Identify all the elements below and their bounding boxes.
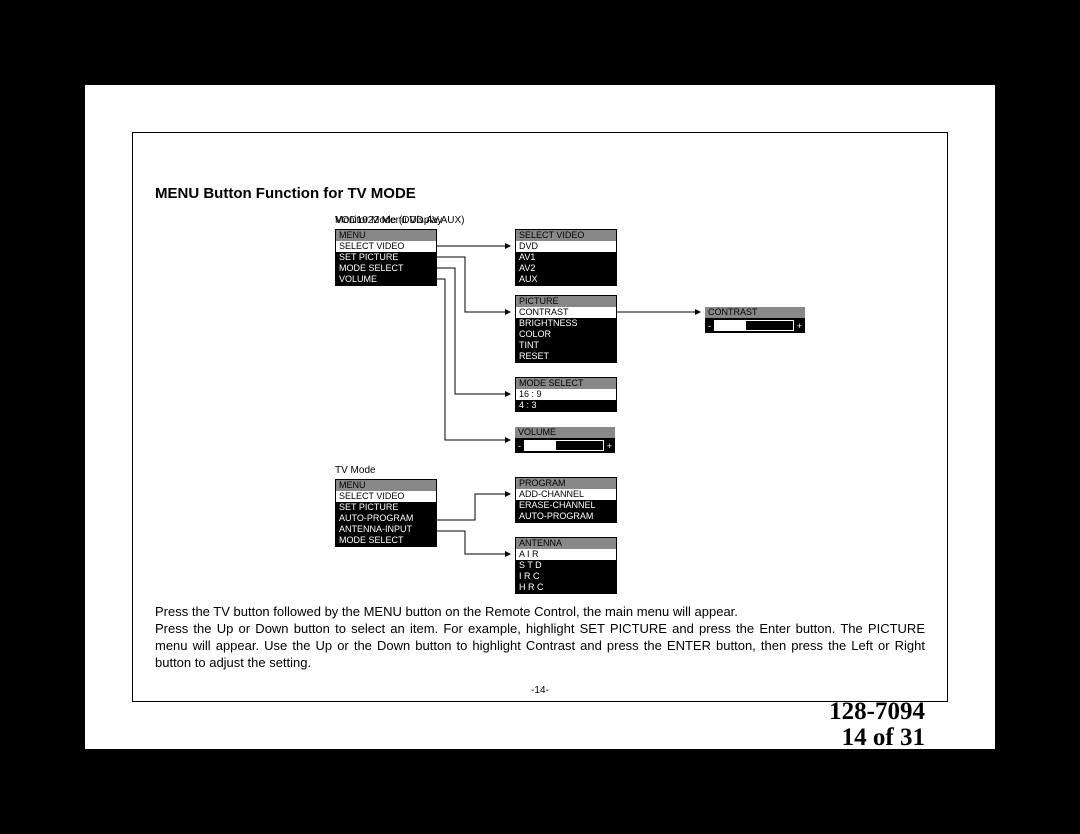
menu-item: AV1 — [516, 252, 616, 263]
menu-item: RESET — [516, 351, 616, 362]
menu-item: AV2 — [516, 263, 616, 274]
minus-label: - — [518, 441, 521, 451]
menu-item: VOLUME — [336, 274, 436, 285]
menu-header: SELECT VIDEO — [516, 230, 616, 241]
menu-diagram: Monitor Mode (DVD,AV,AUX) VOD1022 Menu D… — [335, 215, 885, 603]
menu-item: SELECT VIDEO — [336, 241, 436, 252]
menu-item: MODE SELECT — [336, 535, 436, 546]
menu-antenna: ANTENNAA I RS T DI R CH R C — [515, 537, 617, 594]
caption-tvmode: TV Mode — [335, 465, 376, 476]
slider-title: VOLUME — [515, 427, 615, 438]
menu-header: PROGRAM — [516, 478, 616, 489]
menu-item: CONTRAST — [516, 307, 616, 318]
menu-item: A I R — [516, 549, 616, 560]
menu-picture: PICTURECONTRASTBRIGHTNESSCOLORTINTRESET — [515, 295, 617, 363]
menu-item: H R C — [516, 582, 616, 593]
slider-row: -+ — [515, 438, 615, 453]
menu-item: AUX — [516, 274, 616, 285]
menu-item: 4 : 3 — [516, 400, 616, 411]
page-number-inner: -14- — [85, 685, 995, 696]
minus-label: - — [708, 321, 711, 331]
page: MENU Button Function for TV MODE Monitor… — [85, 85, 995, 749]
doc-id-number: 128-7094 — [829, 699, 925, 725]
menu-item: S T D — [516, 560, 616, 571]
menu-tv: MENUSELECT VIDEOSET PICTUREAUTO-PROGRAMA… — [335, 479, 437, 547]
plus-label: + — [797, 321, 802, 331]
slider-volume: VOLUME-+ — [515, 427, 615, 453]
menu-header: PICTURE — [516, 296, 616, 307]
menu-item: ANTENNA-INPUT — [336, 524, 436, 535]
menu-item: MODE SELECT — [336, 263, 436, 274]
menu-item: SET PICTURE — [336, 252, 436, 263]
body-text: Press the TV button followed by the MENU… — [155, 603, 925, 671]
plus-label: + — [607, 441, 612, 451]
menu-item: I R C — [516, 571, 616, 582]
menu-header: MENU — [336, 230, 436, 241]
menu-item: ERASE-CHANNEL — [516, 500, 616, 511]
menu-header: MENU — [336, 480, 436, 491]
menu-mode-select: MODE SELECT16 : 9 4 : 3 — [515, 377, 617, 412]
slider-contrast: CONTRAST-+ — [705, 307, 805, 333]
doc-id-page: 14 of 31 — [829, 725, 925, 751]
slider-row: -+ — [705, 318, 805, 333]
menu-item: SELECT VIDEO — [336, 491, 436, 502]
menu-item: COLOR — [516, 329, 616, 340]
menu-main: MENUSELECT VIDEOSET PICTUREMODE SELECTVO… — [335, 229, 437, 286]
section-title: MENU Button Function for TV MODE — [155, 185, 925, 202]
menu-header: ANTENNA — [516, 538, 616, 549]
menu-program: PROGRAMADD-CHANNELERASE-CHANNELAUTO-PROG… — [515, 477, 617, 523]
slider-title: CONTRAST — [705, 307, 805, 318]
slider-track — [524, 440, 604, 451]
menu-item: DVD — [516, 241, 616, 252]
menu-select-video: SELECT VIDEODVDAV1AV2AUX — [515, 229, 617, 286]
menu-header: MODE SELECT — [516, 378, 616, 389]
slider-fill — [715, 321, 746, 330]
menu-item: TINT — [516, 340, 616, 351]
menu-item: SET PICTURE — [336, 502, 436, 513]
document-id: 128-7094 14 of 31 — [829, 699, 925, 751]
menu-item: 16 : 9 — [516, 389, 616, 400]
menu-item: BRIGHTNESS — [516, 318, 616, 329]
slider-fill — [525, 441, 556, 450]
menu-item: AUTO-PROGRAM — [516, 511, 616, 522]
caption-display: VOD1022 Menu Display — [335, 215, 442, 226]
menu-item: ADD-CHANNEL — [516, 489, 616, 500]
menu-item: AUTO-PROGRAM — [336, 513, 436, 524]
slider-track — [714, 320, 794, 331]
